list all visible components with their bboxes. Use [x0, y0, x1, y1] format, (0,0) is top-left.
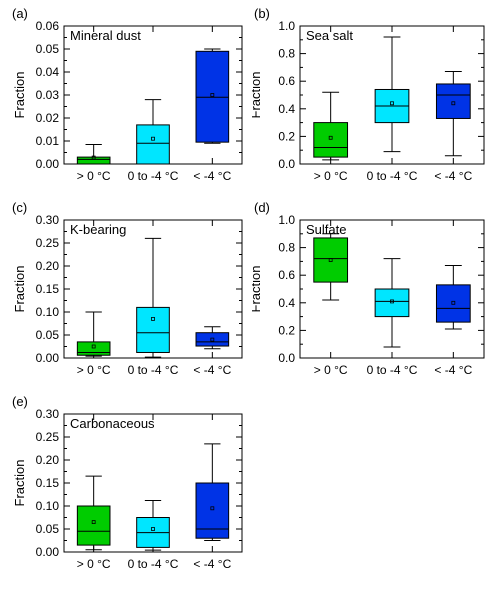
- y-axis-label: Fraction: [252, 266, 263, 313]
- boxplot: [77, 312, 110, 356]
- boxplot: [137, 500, 170, 550]
- panel-letter: (e): [12, 394, 28, 409]
- boxplot: [77, 476, 110, 550]
- boxplot: [196, 444, 229, 541]
- x-tick-label: > 0 °C: [77, 169, 111, 183]
- y-tick-label: 1.0: [278, 19, 295, 33]
- y-tick-label: 0.10: [36, 305, 60, 319]
- y-tick-label: 1.0: [278, 213, 295, 227]
- boxplot: [314, 92, 348, 160]
- panel-title: Sulfate: [306, 222, 346, 237]
- panel-letter: (a): [12, 6, 28, 21]
- y-tick-label: 0.03: [36, 88, 60, 102]
- y-tick-label: 0.15: [36, 476, 60, 490]
- y-tick-label: 0.2: [278, 323, 295, 337]
- boxplot: [137, 238, 170, 357]
- y-tick-label: 0.06: [36, 19, 60, 33]
- y-tick-label: 0.00: [36, 351, 60, 365]
- x-tick-label: < -4 °C: [193, 557, 231, 571]
- x-tick-label: 0 to -4 °C: [128, 169, 179, 183]
- y-tick-label: 0.04: [36, 65, 60, 79]
- y-tick-label: 0.15: [36, 282, 60, 296]
- x-tick-label: 0 to -4 °C: [367, 169, 418, 183]
- y-axis-label: Fraction: [12, 460, 27, 507]
- y-tick-label: 0.2: [278, 129, 295, 143]
- x-tick-label: 0 to -4 °C: [128, 363, 179, 377]
- x-tick-label: < -4 °C: [193, 169, 231, 183]
- x-tick-label: < -4 °C: [434, 363, 472, 377]
- y-tick-label: 0.05: [36, 42, 60, 56]
- panel-letter: (b): [254, 6, 270, 21]
- y-tick-label: 0.10: [36, 499, 60, 513]
- y-tick-label: 0.6: [278, 74, 295, 88]
- x-tick-label: > 0 °C: [314, 169, 348, 183]
- panel-b: (b) Sea salt 0.0 0.2 0.4 0.6 0.8 1.0 Fraction > 0…: [252, 6, 492, 196]
- boxplot: [375, 259, 409, 347]
- x-tick-label: < -4 °C: [434, 169, 472, 183]
- panel-title: K-bearing: [70, 222, 126, 237]
- boxplot: [77, 144, 110, 164]
- y-tick-label: 0.8: [278, 47, 295, 61]
- y-tick-label: 0.30: [36, 407, 60, 421]
- panel-title: Mineral dust: [70, 28, 141, 43]
- y-tick-label: 0.25: [36, 236, 60, 250]
- boxplot: [196, 49, 229, 143]
- boxplot: [436, 72, 470, 156]
- y-tick-label: 0.00: [36, 545, 60, 559]
- y-tick-label: 0.25: [36, 430, 60, 444]
- panel-letter: (c): [12, 200, 27, 215]
- y-axis-label: Fraction: [252, 72, 263, 119]
- boxplot: [375, 37, 409, 152]
- y-tick-label: 0.01: [36, 134, 60, 148]
- panel-d: (d) Sulfate 0.0 0.2 0.4 0.6 0.8 1.0 Fraction > 0 …: [252, 200, 492, 390]
- boxplot: [137, 100, 170, 164]
- y-axis-label: Fraction: [12, 72, 27, 119]
- y-tick-label: 0.05: [36, 522, 60, 536]
- y-axis-label: Fraction: [12, 266, 27, 313]
- x-tick-label: 0 to -4 °C: [367, 363, 418, 377]
- x-tick-label: < -4 °C: [193, 363, 231, 377]
- y-tick-label: 0.00: [36, 157, 60, 171]
- x-tick-label: 0 to -4 °C: [128, 557, 179, 571]
- panel-title: Sea salt: [306, 28, 353, 43]
- y-tick-label: 0.8: [278, 241, 295, 255]
- boxplot: [314, 234, 348, 300]
- x-tick-label: > 0 °C: [77, 363, 111, 377]
- boxplot: [436, 266, 470, 329]
- y-tick-label: 0.20: [36, 453, 60, 467]
- y-tick-label: 0.0: [278, 157, 295, 171]
- y-tick-label: 0.6: [278, 268, 295, 282]
- panel-c: (c) K-bearing 0.00 0.05 0.10 0.15 0.20 0.25 0.30…: [10, 200, 250, 390]
- panel-a: (a) Mineral dust 0.00 0.01 0.02 0.03 0.04 0.05 0…: [10, 6, 250, 196]
- panel-letter: (d): [254, 200, 270, 215]
- y-tick-label: 0.4: [278, 296, 295, 310]
- y-tick-label: 0.30: [36, 213, 60, 227]
- y-tick-label: 0.0: [278, 351, 295, 365]
- panel-title: Carbonaceous: [70, 416, 155, 431]
- y-tick-label: 0.20: [36, 259, 60, 273]
- x-tick-label: > 0 °C: [314, 363, 348, 377]
- boxplot: [196, 327, 229, 349]
- y-tick-label: 0.4: [278, 102, 295, 116]
- y-tick-label: 0.02: [36, 111, 60, 125]
- y-tick-label: 0.05: [36, 328, 60, 342]
- panel-e: (e) Carbonaceous 0.00 0.05 0.10 0.15 0.20 0.25 0…: [10, 394, 250, 584]
- x-tick-label: > 0 °C: [77, 557, 111, 571]
